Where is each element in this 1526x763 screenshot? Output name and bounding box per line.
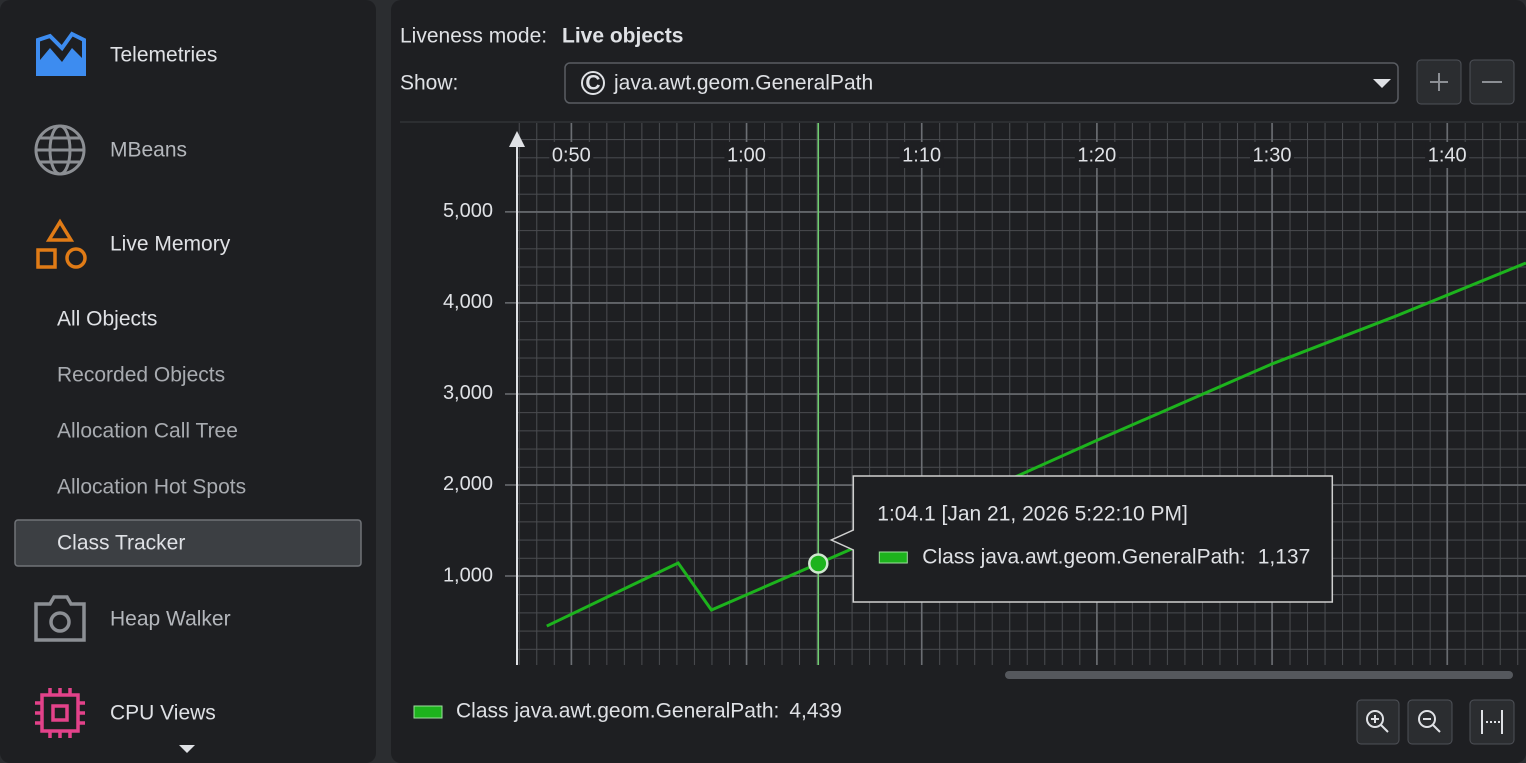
nav-item[interactable]: Live Memory (110, 233, 231, 256)
telemetries-icon (36, 31, 86, 76)
nav-subitem[interactable]: Class Tracker (57, 532, 185, 555)
nav-item[interactable]: Telemetries (110, 44, 217, 67)
y-tick-label: 2,000 (443, 473, 493, 495)
x-tick-label: 1:00 (727, 144, 766, 166)
x-tick-label: 0:50 (552, 144, 591, 166)
legend-swatch (413, 705, 443, 719)
cursor-point (808, 553, 829, 574)
scrollbar[interactable] (1005, 671, 1513, 679)
zoom-out-button[interactable] (1407, 699, 1453, 745)
tooltip-value: 1,137 (1258, 546, 1311, 569)
live-memory-icon (36, 218, 87, 269)
tooltip-title: 1:04.1 [Jan 21, 2026 5:22:10 PM] (877, 503, 1188, 526)
x-tick-label-bg (899, 142, 944, 168)
y-tick-label: 1,000 (443, 564, 493, 586)
x-tick-label: 1:10 (902, 144, 941, 166)
legend: Class java.awt.geom.GeneralPath: 4,439 (413, 700, 842, 723)
x-tick-label-bg (1249, 142, 1294, 168)
heap-walker-icon (34, 595, 86, 642)
scroll-down-arrow[interactable] (179, 745, 195, 753)
nav-subitem[interactable]: Recorded Objects (57, 364, 225, 387)
mbeans-icon (34, 124, 86, 176)
x-tick-label: 1:40 (1428, 144, 1467, 166)
remove-button[interactable] (1469, 59, 1515, 105)
x-tick-label: 1:20 (1077, 144, 1116, 166)
legend-label: Class java.awt.geom.GeneralPath: (456, 700, 779, 723)
cpu-views-icon (35, 688, 85, 738)
nav-subitem[interactable]: Allocation Hot Spots (57, 476, 246, 499)
liveness-value[interactable]: Live objects (562, 25, 683, 48)
nav-item[interactable]: CPU Views (110, 702, 216, 725)
tooltip: 1:04.1 [Jan 21, 2026 5:22:10 PM] Class ja… (808, 475, 1334, 603)
class-combo[interactable]: C (564, 62, 1399, 104)
x-tick-label-bg (1425, 142, 1470, 168)
add-button[interactable] (1416, 59, 1462, 105)
tooltip-series: Class java.awt.geom.GeneralPath: (922, 546, 1245, 569)
nav-item[interactable]: Heap Walker (110, 608, 231, 631)
show-label: Show: (400, 72, 458, 95)
x-tick-label-bg (724, 142, 769, 168)
nav-subitem[interactable]: Allocation Call Tree (57, 420, 238, 443)
tooltip-box (829, 475, 1334, 603)
fit-button[interactable] (1469, 699, 1515, 745)
y-tick-label: 3,000 (443, 382, 493, 404)
tooltip-swatch (878, 551, 908, 564)
nav-item[interactable]: MBeans (110, 139, 187, 162)
selected-item[interactable] (14, 519, 362, 567)
y-tick-label: 5,000 (443, 200, 493, 222)
liveness-label: Liveness mode: (400, 25, 547, 48)
x-tick-label: 1:30 (1253, 144, 1292, 166)
y-axis-arrow (509, 131, 525, 147)
x-tick-label-bg (1074, 142, 1119, 168)
y-tick-label: 4,000 (443, 291, 493, 313)
combo-value[interactable]: java.awt.geom.GeneralPath (613, 72, 873, 95)
nav-subitem[interactable]: All Objects (57, 308, 157, 331)
zoom-in-button[interactable] (1356, 699, 1400, 745)
legend-value: 4,439 (789, 700, 842, 723)
x-tick-label-bg (549, 142, 594, 168)
svg-text:C: C (585, 72, 600, 95)
sidebar (0, 0, 376, 763)
